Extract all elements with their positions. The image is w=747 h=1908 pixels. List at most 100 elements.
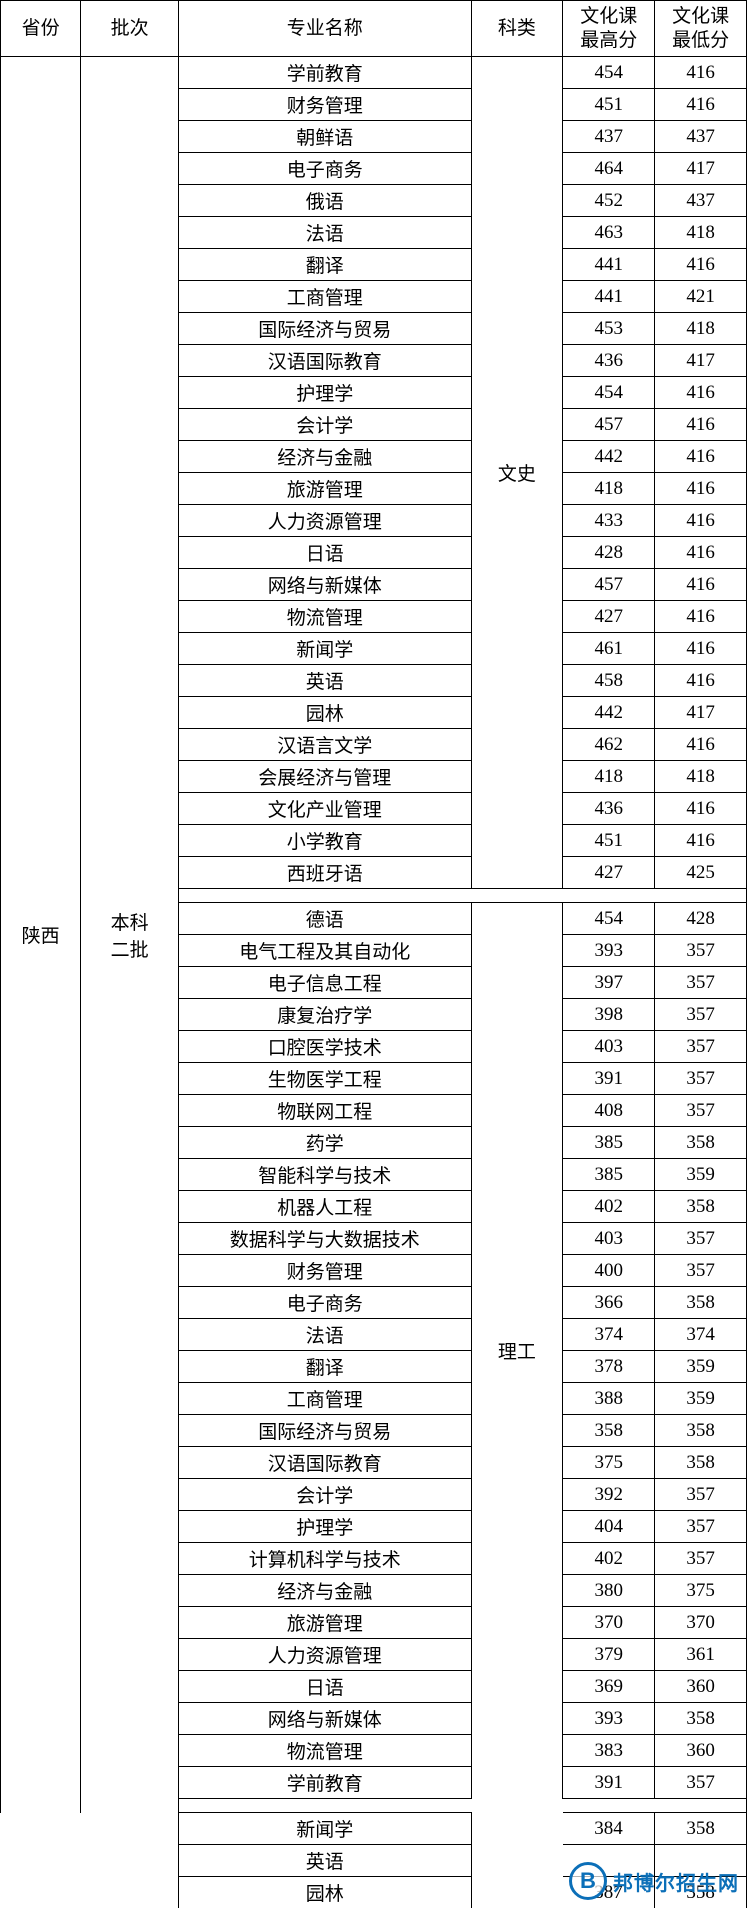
low-score-cell: 416 — [655, 793, 747, 825]
low-score-cell: 428 — [655, 903, 747, 935]
major-cell: 电子商务 — [178, 153, 471, 185]
low-score-cell: 358 — [655, 1191, 747, 1223]
header-major: 专业名称 — [178, 1, 471, 57]
high-score-cell: 398 — [563, 999, 655, 1031]
header-batch: 批次 — [81, 1, 179, 57]
high-score-cell: 457 — [563, 569, 655, 601]
major-cell: 日语 — [178, 537, 471, 569]
low-score-cell: 374 — [655, 1319, 747, 1351]
major-cell: 经济与金融 — [178, 1575, 471, 1607]
low-score-cell: 416 — [655, 377, 747, 409]
low-score-cell: 416 — [655, 665, 747, 697]
score-table: 省份 批次 专业名称 科类 文化课 最高分 文化课 最低分 陕西本科 二批学前教… — [0, 0, 747, 1908]
low-score-cell: 416 — [655, 633, 747, 665]
major-cell: 汉语言文学 — [178, 729, 471, 761]
low-score-cell: 357 — [655, 1095, 747, 1127]
subject-cell: 文史 — [471, 57, 563, 889]
high-score-cell: 451 — [563, 89, 655, 121]
low-score-cell: 370 — [655, 1607, 747, 1639]
major-cell: 工商管理 — [178, 1383, 471, 1415]
low-score-cell: 417 — [655, 345, 747, 377]
high-score-cell: 375 — [563, 1447, 655, 1479]
low-score-cell: 416 — [655, 537, 747, 569]
low-score-cell: 358 — [655, 1447, 747, 1479]
low-score-cell: 361 — [655, 1639, 747, 1671]
major-cell: 园林 — [178, 697, 471, 729]
high-score-cell: 427 — [563, 857, 655, 889]
high-score-cell: 385 — [563, 1127, 655, 1159]
high-score-cell: 451 — [563, 825, 655, 857]
watermark-text: 邦博尔招生网 — [613, 1867, 739, 1896]
high-score-cell: 463 — [563, 217, 655, 249]
low-score-cell: 417 — [655, 153, 747, 185]
empty-cell — [1, 1845, 81, 1877]
high-score-cell: 402 — [563, 1191, 655, 1223]
table-body: 陕西本科 二批学前教育文史454416财务管理451416朝鲜语437437电子… — [1, 57, 747, 1908]
batch-cell: 本科 二批 — [81, 57, 179, 1813]
high-score-cell: 436 — [563, 793, 655, 825]
low-score-cell: 417 — [655, 697, 747, 729]
major-cell: 小学教育 — [178, 825, 471, 857]
header-high-score: 文化课 最高分 — [563, 1, 655, 57]
low-score-cell: 358 — [655, 1127, 747, 1159]
high-score-cell: 403 — [563, 1223, 655, 1255]
low-score-cell: 357 — [655, 999, 747, 1031]
low-score-cell: 416 — [655, 601, 747, 633]
high-score-cell: 404 — [563, 1511, 655, 1543]
major-cell: 德语 — [178, 903, 471, 935]
empty-cell — [471, 1813, 563, 1845]
high-score-cell: 428 — [563, 537, 655, 569]
major-cell: 工商管理 — [178, 281, 471, 313]
major-cell: 英语 — [178, 1845, 471, 1877]
empty-cell — [471, 1877, 563, 1908]
low-score-cell: 416 — [655, 441, 747, 473]
low-score-cell: 360 — [655, 1671, 747, 1703]
low-score-cell: 357 — [655, 1063, 747, 1095]
major-cell: 朝鲜语 — [178, 121, 471, 153]
major-cell: 护理学 — [178, 377, 471, 409]
low-score-cell: 416 — [655, 57, 747, 89]
table-row: 新闻学384358 — [1, 1813, 747, 1845]
high-score-cell: 380 — [563, 1575, 655, 1607]
low-score-cell: 416 — [655, 89, 747, 121]
low-score-cell: 357 — [655, 1543, 747, 1575]
high-score-cell: 366 — [563, 1287, 655, 1319]
high-score-cell: 391 — [563, 1767, 655, 1799]
low-score-cell: 357 — [655, 935, 747, 967]
major-cell: 网络与新媒体 — [178, 569, 471, 601]
low-score-cell: 359 — [655, 1383, 747, 1415]
table-header-row: 省份 批次 专业名称 科类 文化课 最高分 文化课 最低分 — [1, 1, 747, 57]
high-score-cell: 378 — [563, 1351, 655, 1383]
high-score-cell: 391 — [563, 1063, 655, 1095]
major-cell: 翻译 — [178, 249, 471, 281]
high-score-cell: 403 — [563, 1031, 655, 1063]
major-cell: 财务管理 — [178, 1255, 471, 1287]
low-score-cell: 437 — [655, 185, 747, 217]
major-cell: 园林 — [178, 1877, 471, 1908]
high-score-cell: 457 — [563, 409, 655, 441]
high-score-cell: 454 — [563, 377, 655, 409]
low-score-cell: 359 — [655, 1351, 747, 1383]
high-score-cell: 452 — [563, 185, 655, 217]
major-cell: 国际经济与贸易 — [178, 313, 471, 345]
low-score-cell: 359 — [655, 1159, 747, 1191]
major-cell: 会展经济与管理 — [178, 761, 471, 793]
empty-cell — [471, 1845, 563, 1877]
low-score-cell: 358 — [655, 1703, 747, 1735]
empty-cell — [81, 1845, 179, 1877]
high-score-cell: 369 — [563, 1671, 655, 1703]
major-cell: 生物医学工程 — [178, 1063, 471, 1095]
low-score-cell: 357 — [655, 1479, 747, 1511]
major-cell: 口腔医学技术 — [178, 1031, 471, 1063]
major-cell: 物流管理 — [178, 1735, 471, 1767]
major-cell: 电子商务 — [178, 1287, 471, 1319]
high-score-cell: 384 — [563, 1813, 655, 1845]
low-score-cell: 358 — [655, 1287, 747, 1319]
low-score-cell: 416 — [655, 505, 747, 537]
major-cell: 法语 — [178, 1319, 471, 1351]
high-score-cell: 454 — [563, 57, 655, 89]
watermark-logo-icon: B — [569, 1862, 607, 1900]
major-cell: 学前教育 — [178, 57, 471, 89]
high-score-cell: 379 — [563, 1639, 655, 1671]
major-cell: 康复治疗学 — [178, 999, 471, 1031]
